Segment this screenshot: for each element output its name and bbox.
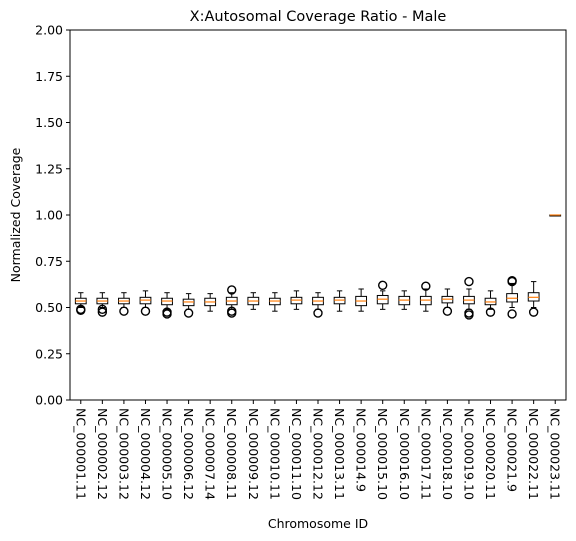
x-tick-label: NC_000009.12 (246, 408, 261, 500)
x-tick-label: NC_000002.12 (95, 408, 110, 500)
outlier-point (313, 308, 323, 318)
x-tick-label: NC_000015.10 (375, 408, 390, 500)
outlier-point (227, 285, 237, 295)
outlier-point (507, 276, 517, 287)
y-tick-label: 1.75 (35, 69, 63, 84)
y-tick-label: 1.50 (35, 115, 63, 130)
x-tick-label: NC_000022.11 (526, 408, 541, 500)
x-tick-label: NC_000013.11 (332, 408, 347, 500)
plot-area: 0.00 0.25 0.50 0.75 1.00 1.25 1.50 1.75 2.00 NC_0… (35, 23, 567, 500)
outlier-point (528, 307, 539, 317)
x-tick-label: NC_000001.11 (73, 408, 88, 500)
outlier-point (377, 280, 388, 290)
outlier-point (507, 309, 517, 319)
outlier-point (140, 306, 151, 316)
x-tick-label: NC_000014.9 (354, 408, 369, 492)
outlier-point (76, 305, 86, 315)
x-tick-label: NC_000016.10 (397, 408, 412, 500)
y-tick-label: 1.25 (35, 161, 63, 176)
x-tick-label: NC_000004.12 (138, 408, 153, 500)
x-tick-label: NC_000023.11 (548, 408, 563, 500)
outlier-point (162, 309, 172, 319)
outlier-point (97, 304, 108, 315)
x-tick-label: NC_000005.10 (160, 408, 175, 500)
x-tick-label: NC_000003.12 (116, 408, 131, 500)
x-tick-label: NC_000019.10 (461, 408, 476, 500)
y-tick-label: 1.00 (35, 208, 63, 223)
y-axis-label: Normalized Coverage (8, 147, 23, 282)
outlier-point (442, 306, 453, 316)
y-tick-label: 0.25 (35, 346, 63, 361)
outlier-point (464, 276, 474, 287)
y-tick-label: 0.75 (35, 254, 63, 269)
plot-frame (69, 29, 567, 401)
x-tick-label: NC_000007.14 (203, 408, 218, 500)
chart-title: X:Autosomal Coverage Ratio - Male (190, 9, 447, 25)
outlier-point (485, 307, 496, 317)
x-tick-label: NC_000021.9 (505, 408, 520, 492)
y-tick-label: 0.00 (35, 393, 63, 408)
outlier-point (183, 308, 194, 318)
y-tick-label: 0.50 (35, 300, 63, 315)
x-tick-label: NC_000020.11 (483, 408, 498, 500)
outlier-point (119, 306, 129, 316)
x-tick-label: NC_000012.12 (311, 408, 326, 500)
outlier-point (464, 310, 474, 320)
outlier-point (227, 308, 237, 318)
x-tick-label: NC_000006.12 (181, 408, 196, 500)
y-tick-label: 2.00 (35, 23, 63, 38)
x-axis-label: Chromosome ID (268, 516, 368, 531)
outlier-point (421, 281, 431, 291)
x-tick-label: NC_000011.10 (289, 408, 304, 500)
outlier-point (97, 307, 108, 317)
x-tick-label: NC_000010.11 (267, 408, 282, 500)
x-tick-label: NC_000017.11 (418, 408, 433, 500)
x-tick-label: NC_000018.10 (440, 408, 455, 500)
x-tick-label: NC_000008.11 (224, 408, 239, 500)
